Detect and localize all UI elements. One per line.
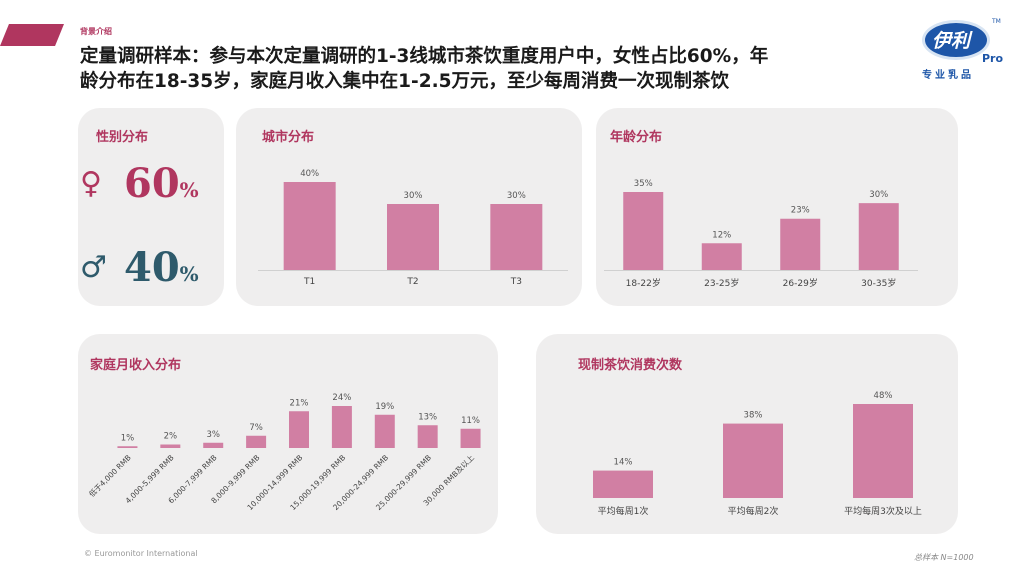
bar-5: [331, 406, 352, 448]
data-label-3: 7%: [249, 423, 263, 433]
headline-line-2: 龄分布在18-35岁，家庭月收入集中在1-2.5万元，至少每周消费一次现制茶饮: [80, 71, 729, 92]
brand-logo: TM 伊利 Pro 专业乳品: [918, 16, 1006, 82]
bar-4: [289, 411, 309, 448]
bar-1: [160, 444, 181, 448]
age-bar-chart: 35% 18-22岁 12% 23-25岁 23% 26-29岁 30% 30-35岁: [604, 179, 918, 289]
bar-6: [374, 414, 395, 448]
data-label-2: 30%: [507, 191, 526, 201]
bar-0: [623, 192, 664, 270]
data-label-6: 19%: [375, 402, 394, 412]
category-label-0: 平均每周1次: [598, 505, 649, 517]
income-chart-title: 家庭月收入分布: [90, 358, 182, 373]
city-chart-title: 城市分布: [262, 130, 315, 145]
city-bar-chart: 40% T1 30% T2 30% T3: [258, 169, 568, 287]
bar-7: [417, 425, 438, 448]
data-label-1: 38%: [744, 411, 763, 421]
bar-1: [387, 204, 439, 270]
category-label-2: 平均每周3次及以上: [844, 505, 922, 517]
data-label-1: 2%: [164, 432, 178, 442]
bar-0: [117, 446, 138, 448]
logo-trademark: TM: [992, 18, 1001, 25]
category-label-0: 18-22岁: [626, 277, 661, 289]
category-label-1: 平均每周2次: [728, 505, 779, 517]
frequency-chart-title: 现制茶饮消费次数: [578, 358, 683, 373]
data-label-2: 48%: [874, 391, 893, 401]
data-label-3: 30%: [869, 190, 888, 200]
logo-oval: [922, 20, 990, 60]
bar-1: [701, 243, 742, 270]
bar-2: [780, 218, 821, 270]
data-label-5: 24%: [332, 393, 351, 403]
headline-line-1: 定量调研样本：参与本次定量调研的1-3线城市茶饮重度用户中，女性占比60%，年: [80, 46, 769, 67]
category-label-2: 26-29岁: [783, 277, 818, 289]
bar-8: [460, 428, 481, 448]
section-ribbon: [0, 24, 64, 46]
male-percentage: 40%: [124, 244, 199, 291]
data-label-1: 30%: [404, 191, 423, 201]
section-label: 背景介绍: [80, 27, 112, 36]
data-label-7: 13%: [418, 412, 437, 422]
age-chart-title: 年龄分布: [610, 130, 663, 145]
gender-card: 性别分布 ♀ 60% ♂ 40%: [78, 108, 224, 306]
gender-card-title: 性别分布: [96, 130, 149, 145]
data-label-2: 23%: [791, 206, 810, 216]
data-label-1: 12%: [712, 230, 731, 240]
data-label-0: 35%: [634, 179, 653, 189]
bar-2: [203, 442, 224, 448]
sample-size: 总样本 N=1000: [914, 553, 974, 562]
bar-2: [490, 204, 543, 270]
male-icon: ♂: [80, 250, 107, 285]
male-value: 40: [124, 244, 180, 291]
logo-brand-text: 伊利: [932, 30, 971, 52]
category-label-2: T3: [510, 277, 522, 287]
female-icon: ♀: [80, 166, 102, 201]
logo-tagline: 专业乳品: [922, 70, 974, 81]
bar-0: [593, 470, 653, 498]
bar-0: [283, 182, 336, 270]
female-pct-symbol: %: [179, 178, 199, 202]
bar-3: [858, 203, 899, 270]
category-label-1: T2: [406, 277, 418, 287]
category-label-0: T1: [303, 277, 315, 287]
page-headline: 定量调研样本：参与本次定量调研的1-3线城市茶饮重度用户中，女性占比60%，年 …: [80, 44, 900, 94]
income-chart-card: 家庭月收入分布 1% 低于4,000 RMB 2% 4,000-5,999 RMB 3%…: [78, 334, 498, 534]
category-label-1: 23-25岁: [704, 277, 739, 289]
male-row: ♂ 40%: [78, 244, 228, 294]
data-label-8: 11%: [461, 416, 480, 426]
city-chart-card: 城市分布 40% T1 30% T2 30% T3: [236, 108, 582, 306]
data-label-0: 14%: [614, 458, 633, 468]
female-value: 60: [124, 160, 180, 207]
female-percentage: 60%: [124, 160, 199, 207]
female-row: ♀ 60%: [78, 160, 228, 210]
frequency-chart-card: 现制茶饮消费次数 14% 平均每周1次 38% 平均每周2次 48% 平均每周3次及以上: [536, 334, 958, 534]
bar-1: [723, 423, 783, 498]
bar-3: [246, 435, 267, 448]
age-chart-card: 年龄分布 35% 18-22岁 12% 23-25岁 23% 26-29岁 30% 30-35…: [596, 108, 958, 306]
source-credit: © Euromonitor International: [84, 549, 198, 558]
male-pct-symbol: %: [179, 262, 199, 286]
logo-pro-text: Pro: [982, 52, 1004, 65]
bar-2: [853, 404, 913, 498]
data-label-0: 1%: [121, 433, 135, 443]
data-label-4: 21%: [290, 398, 309, 408]
category-label-0: 低于4,000 RMB: [86, 452, 132, 498]
data-label-2: 3%: [206, 430, 220, 440]
frequency-bar-chart: 14% 平均每周1次 38% 平均每周2次 48% 平均每周3次及以上: [593, 391, 922, 517]
data-label-0: 40%: [300, 169, 319, 179]
category-label-3: 30-35岁: [861, 277, 896, 289]
